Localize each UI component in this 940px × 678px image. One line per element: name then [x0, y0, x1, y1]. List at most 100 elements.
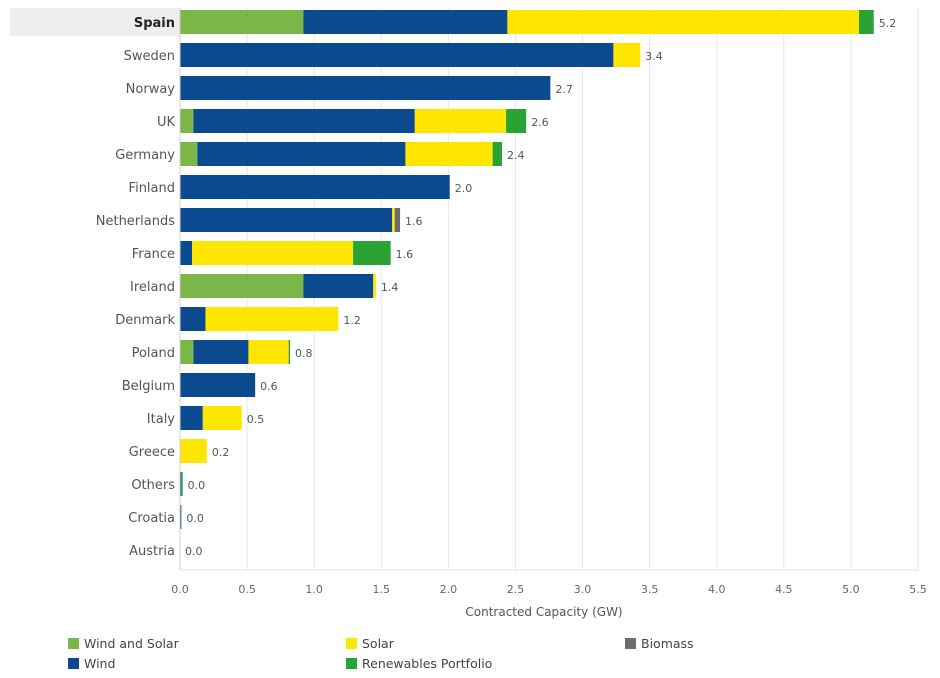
x-tick-label: 3.0 — [574, 583, 592, 596]
legend-item-biomass: Biomass — [625, 636, 694, 651]
category-label: Germany — [115, 148, 175, 163]
bar-segment-wind — [180, 175, 450, 199]
legend-item-wind-and-solar: Wind and Solar — [68, 636, 179, 651]
bar-segment-wind-and-solar — [180, 274, 304, 298]
legend-label: Solar — [362, 636, 394, 651]
total-value-label: 0.8 — [295, 347, 313, 360]
total-value-label: 0.0 — [186, 512, 204, 525]
total-value-label: 1.2 — [343, 314, 361, 327]
total-value-label: 2.0 — [455, 182, 473, 195]
bar-segment-renewables-portfolio — [353, 241, 391, 265]
bar-segment-solar — [205, 307, 339, 331]
x-tick-label: 5.0 — [842, 583, 860, 596]
category-label: France — [132, 247, 175, 262]
category-label: Belgium — [122, 379, 175, 394]
total-value-label: 0.5 — [247, 413, 265, 426]
bar-segment-wind — [303, 274, 374, 298]
total-value-label: 0.0 — [188, 479, 206, 492]
x-tick-label: 1.5 — [373, 583, 391, 596]
legend-swatch — [346, 638, 357, 649]
bar-segment-renewables-portfolio — [492, 142, 503, 166]
category-label: Finland — [129, 181, 175, 196]
bar-layer — [180, 10, 874, 529]
total-value-label: 2.6 — [531, 116, 549, 129]
total-value-label: 5.2 — [879, 17, 897, 30]
bar-segment-wind-and-solar — [180, 340, 194, 364]
category-label: UK — [157, 115, 176, 130]
total-value-label: 0.2 — [212, 446, 230, 459]
legend-label: Wind and Solar — [84, 636, 179, 651]
bar-segment-wind — [303, 10, 508, 34]
total-value-label: 0.0 — [185, 545, 203, 558]
x-axis: 0.0 0.5 1.0 1.5 2.0 2.5 3.0 3.5 4.0 4.5 5.0 5.5 — [171, 8, 927, 596]
legend-item-solar: Solar — [346, 636, 394, 651]
bar-segment-solar — [613, 43, 641, 67]
highlight-layer — [10, 8, 180, 36]
x-tick-label: 2.5 — [507, 583, 525, 596]
x-tick-label: 1.0 — [305, 583, 323, 596]
total-value-label: 2.7 — [555, 83, 573, 96]
label-layer: Spain 5.2 Sweden 3.4 Norway 2.7 UK 2.6 Germany 2.… — [96, 16, 896, 559]
legend-label: Biomass — [641, 636, 694, 651]
category-label: Spain — [134, 16, 175, 31]
bar-segment-wind — [180, 505, 182, 529]
bar-segment-wind — [180, 208, 393, 232]
bar-segment-wind — [197, 142, 406, 166]
category-label: Austria — [129, 544, 175, 559]
category-label: Netherlands — [96, 214, 175, 229]
category-label: Norway — [126, 82, 176, 97]
category-label: Ireland — [130, 280, 175, 295]
bar-segment-solar — [392, 208, 395, 232]
bar-segment-wind-and-solar — [180, 10, 304, 34]
bar-segment-renewables-portfolio — [288, 340, 291, 364]
bar-segment-wind — [193, 109, 415, 133]
x-tick-label: 5.5 — [909, 583, 927, 596]
category-label: Italy — [147, 412, 176, 427]
legend-swatch — [625, 638, 636, 649]
bar-segment-solar — [192, 241, 354, 265]
x-tick-label: 3.5 — [641, 583, 659, 596]
total-value-label: 1.6 — [396, 248, 414, 261]
legend-label: Renewables Portfolio — [362, 656, 493, 671]
legend-item-renewables-portfolio: Renewables Portfolio — [346, 656, 492, 671]
legend-swatch — [68, 658, 79, 669]
bar-segment-renewables-portfolio — [858, 10, 874, 34]
bar-segment-renewables-portfolio — [506, 109, 527, 133]
bar-segment-wind-and-solar — [180, 109, 194, 133]
bar-segment-solar — [202, 406, 242, 430]
category-label: Croatia — [128, 511, 175, 526]
x-tick-label: 0.5 — [238, 583, 256, 596]
bar-segment-wind — [180, 43, 614, 67]
bar-segment-biomass — [394, 208, 401, 232]
bar-segment-wind — [180, 307, 206, 331]
bar-segment-wind — [180, 373, 256, 397]
legend-label: Wind — [84, 656, 116, 671]
x-tick-label: 4.0 — [708, 583, 726, 596]
bar-segment-solar — [373, 274, 376, 298]
category-label: Sweden — [124, 49, 175, 64]
category-label: Greece — [129, 445, 175, 460]
x-tick-label: 4.5 — [775, 583, 793, 596]
legend-swatch — [346, 658, 357, 669]
bar-segment-solar — [414, 109, 507, 133]
total-value-label: 1.6 — [405, 215, 423, 228]
category-label: Others — [131, 478, 175, 493]
bar-segment-wind — [180, 241, 193, 265]
bar-segment-wind-and-solar — [180, 142, 198, 166]
total-value-label: 2.4 — [507, 149, 525, 162]
bar-segment-wind — [180, 472, 182, 496]
category-label: Denmark — [115, 313, 175, 328]
total-value-label: 3.4 — [645, 50, 663, 63]
bar-segment-wind — [180, 76, 551, 100]
x-axis-title: Contracted Capacity (GW) — [465, 605, 622, 619]
highlight-band — [10, 8, 180, 36]
legend: Wind and Solar Solar Biomass Wind Renewa… — [68, 636, 928, 674]
bar-segment-renewables-portfolio — [181, 472, 183, 496]
bar-segment-wind — [193, 340, 249, 364]
total-value-label: 1.4 — [381, 281, 399, 294]
bar-segment-solar — [248, 340, 289, 364]
bar-segment-solar — [507, 10, 859, 34]
legend-swatch — [68, 638, 79, 649]
bar-segment-solar — [405, 142, 493, 166]
